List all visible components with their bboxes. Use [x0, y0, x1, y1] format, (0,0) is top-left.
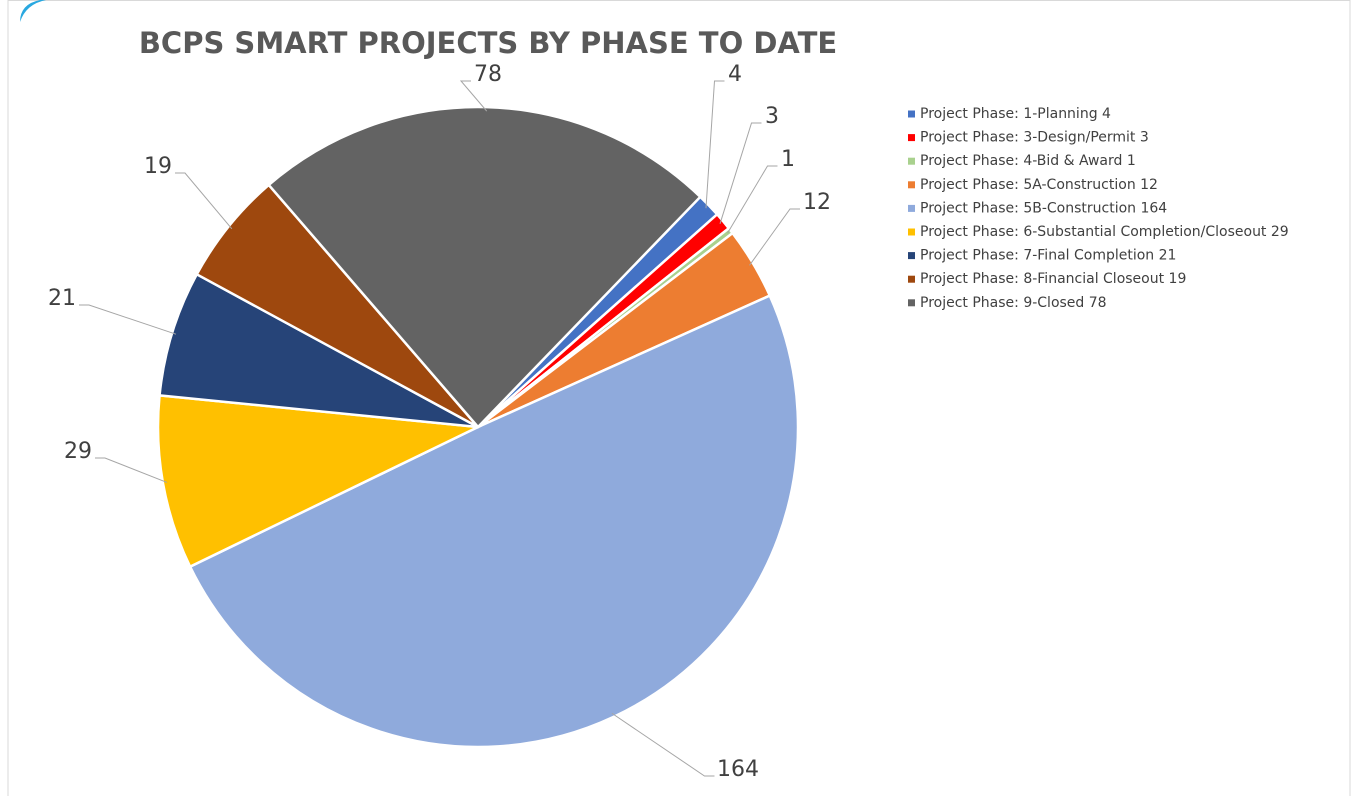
leader-line [459, 80, 488, 112]
data-label: 1 [781, 147, 795, 172]
legend-label: Project Phase: 1-Planning 4 [920, 106, 1111, 122]
legend-swatch [908, 252, 915, 260]
leader-line [79, 304, 177, 335]
leader-line [705, 80, 725, 209]
leader-line [749, 208, 800, 266]
data-label: 3 [765, 104, 779, 129]
leader-line [719, 122, 762, 224]
data-label: 4 [728, 62, 742, 87]
legend-label: Project Phase: 9-Closed 78 [920, 295, 1107, 311]
data-label: 78 [474, 62, 502, 87]
data-label: 29 [64, 439, 92, 464]
legend-swatch [908, 134, 915, 142]
pie-slice [156, 394, 483, 569]
logo-arc [20, 0, 46, 22]
legend-swatch [908, 110, 915, 118]
leader-line [175, 172, 233, 230]
legend-label: Project Phase: 7-Final Completion 21 [920, 248, 1176, 264]
legend-label: Project Phase: 4-Bid & Award 1 [920, 153, 1136, 169]
legend-swatch [908, 157, 915, 165]
legend-swatch [908, 228, 915, 236]
legend-label: Project Phase: 5A-Construction 12 [920, 177, 1158, 193]
chart-title: BCPS SMART PROJECTS BY PHASE TO DATE [139, 26, 837, 60]
legend-swatch [908, 299, 915, 307]
legend-swatch [908, 204, 915, 212]
legend-label: Project Phase: 8-Financial Closeout 19 [920, 271, 1186, 287]
pie-slice [266, 105, 703, 429]
legend-label: Project Phase: 3-Design/Permit 3 [920, 130, 1149, 146]
data-label: 164 [717, 757, 759, 782]
leader-line [95, 457, 168, 483]
data-label: 19 [144, 154, 172, 179]
data-label: 12 [803, 190, 831, 215]
data-label: 21 [48, 286, 76, 311]
pie-slice [188, 293, 800, 749]
legend-label: Project Phase: 5B-Construction 164 [920, 200, 1167, 216]
leader-line [611, 712, 715, 777]
leader-line [727, 165, 778, 234]
legend-swatch [908, 181, 915, 189]
legend-swatch [908, 275, 915, 283]
legend-label: Project Phase: 6-Substantial Completion/… [920, 224, 1289, 240]
